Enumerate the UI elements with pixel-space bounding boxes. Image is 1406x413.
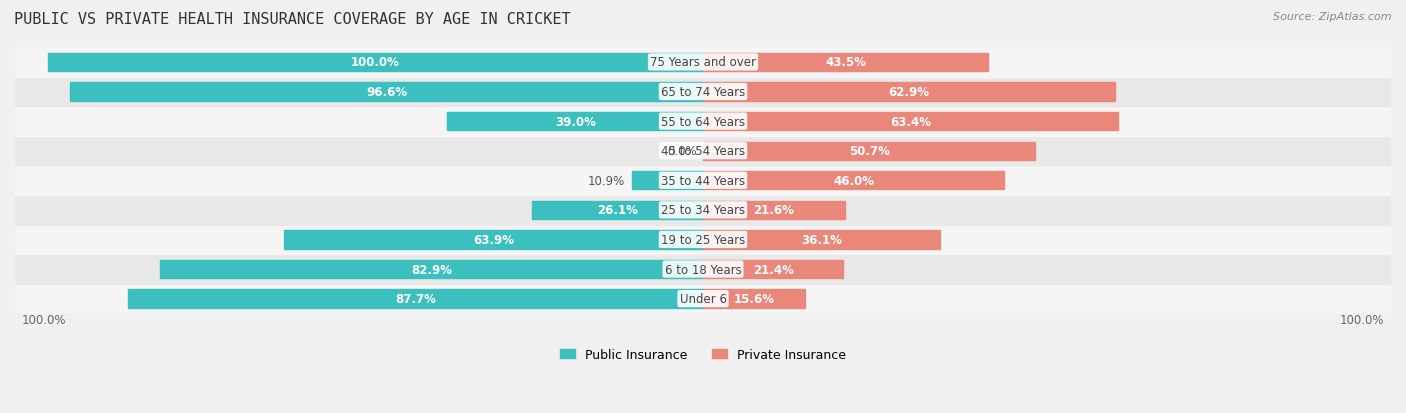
Bar bbox=[128, 290, 703, 308]
Bar bbox=[15, 255, 1391, 284]
Text: 43.5%: 43.5% bbox=[825, 56, 866, 69]
Bar bbox=[703, 83, 1115, 102]
Text: 87.7%: 87.7% bbox=[395, 292, 436, 305]
Bar bbox=[48, 54, 703, 72]
Bar bbox=[15, 166, 1391, 196]
Text: 21.4%: 21.4% bbox=[752, 263, 793, 276]
Text: 63.9%: 63.9% bbox=[474, 233, 515, 246]
Bar bbox=[703, 172, 1004, 190]
Text: 82.9%: 82.9% bbox=[411, 263, 451, 276]
Text: Source: ZipAtlas.com: Source: ZipAtlas.com bbox=[1274, 12, 1392, 22]
Bar bbox=[15, 107, 1391, 137]
Text: PUBLIC VS PRIVATE HEALTH INSURANCE COVERAGE BY AGE IN CRICKET: PUBLIC VS PRIVATE HEALTH INSURANCE COVER… bbox=[14, 12, 571, 27]
Bar bbox=[70, 83, 703, 102]
Text: 65 to 74 Years: 65 to 74 Years bbox=[661, 86, 745, 99]
Text: 50.7%: 50.7% bbox=[849, 145, 890, 158]
Text: 26.1%: 26.1% bbox=[598, 204, 638, 217]
Bar bbox=[531, 201, 703, 219]
Text: 0.0%: 0.0% bbox=[666, 145, 696, 158]
Bar bbox=[703, 260, 844, 278]
Bar bbox=[703, 54, 988, 72]
Bar bbox=[703, 113, 1118, 131]
Text: 45 to 54 Years: 45 to 54 Years bbox=[661, 145, 745, 158]
Text: 39.0%: 39.0% bbox=[555, 115, 596, 128]
Text: 19 to 25 Years: 19 to 25 Years bbox=[661, 233, 745, 246]
Text: 96.6%: 96.6% bbox=[366, 86, 408, 99]
Text: 46.0%: 46.0% bbox=[834, 174, 875, 188]
Text: 100.0%: 100.0% bbox=[21, 313, 66, 327]
Bar bbox=[703, 231, 939, 249]
Bar bbox=[447, 113, 703, 131]
Text: 62.9%: 62.9% bbox=[889, 86, 929, 99]
Legend: Public Insurance, Private Insurance: Public Insurance, Private Insurance bbox=[555, 343, 851, 366]
Bar bbox=[160, 260, 703, 278]
Text: 15.6%: 15.6% bbox=[734, 292, 775, 305]
Bar bbox=[703, 201, 845, 219]
Text: 6 to 18 Years: 6 to 18 Years bbox=[665, 263, 741, 276]
Text: 75 Years and over: 75 Years and over bbox=[650, 56, 756, 69]
Text: 63.4%: 63.4% bbox=[890, 115, 931, 128]
Bar bbox=[703, 142, 1035, 161]
Bar bbox=[15, 78, 1391, 107]
Text: 55 to 64 Years: 55 to 64 Years bbox=[661, 115, 745, 128]
Bar bbox=[15, 48, 1391, 78]
Bar bbox=[15, 196, 1391, 225]
Bar bbox=[15, 225, 1391, 255]
Text: 100.0%: 100.0% bbox=[352, 56, 399, 69]
Text: 21.6%: 21.6% bbox=[754, 204, 794, 217]
Bar bbox=[631, 172, 703, 190]
Bar bbox=[15, 137, 1391, 166]
Text: 25 to 34 Years: 25 to 34 Years bbox=[661, 204, 745, 217]
Text: 10.9%: 10.9% bbox=[588, 174, 626, 188]
Bar bbox=[15, 284, 1391, 313]
Text: 35 to 44 Years: 35 to 44 Years bbox=[661, 174, 745, 188]
Bar bbox=[703, 290, 806, 308]
Text: 100.0%: 100.0% bbox=[1340, 313, 1385, 327]
Bar bbox=[284, 231, 703, 249]
Text: 36.1%: 36.1% bbox=[801, 233, 842, 246]
Text: Under 6: Under 6 bbox=[679, 292, 727, 305]
